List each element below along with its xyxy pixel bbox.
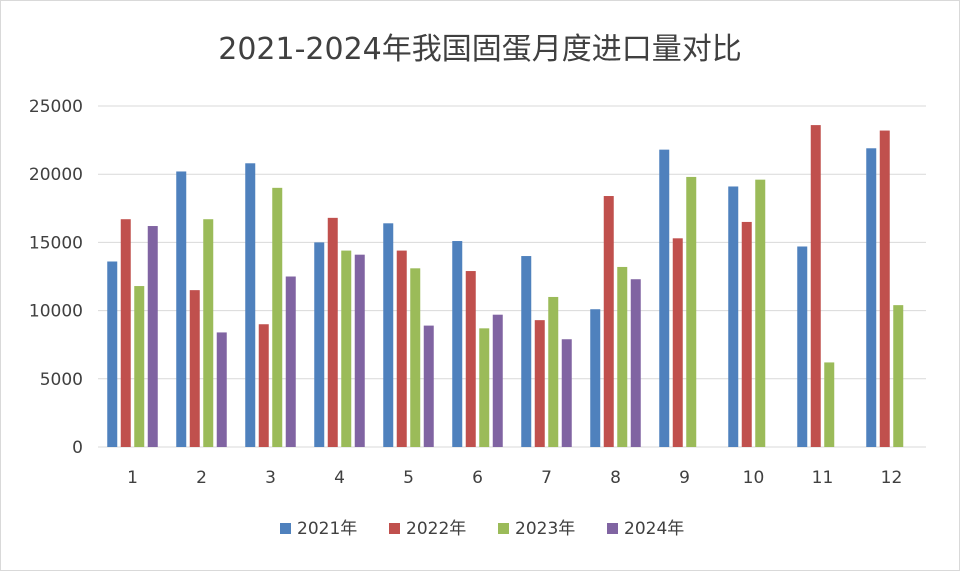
- legend-label: 2022年: [406, 519, 466, 539]
- bar-2023-m9: [686, 176, 697, 448]
- bar-2023-m12: [893, 305, 904, 447]
- bar-2022-m12: [879, 130, 890, 447]
- x-tick-label: 5: [403, 468, 414, 488]
- bar-2024-m1: [147, 226, 158, 447]
- legend-swatch: [389, 523, 400, 534]
- bar-2021-m6: [452, 241, 463, 447]
- bar-2023-m10: [755, 179, 766, 447]
- x-tick-label: 1: [127, 468, 138, 488]
- bar-2023-m6: [479, 328, 490, 447]
- bar-2022-m3: [258, 324, 269, 447]
- chart-title: 2021-2024年我国固蛋月度进口量对比: [218, 32, 742, 67]
- bar-2021-m1: [107, 261, 118, 447]
- y-tick-label: 25000: [29, 97, 83, 117]
- bar-2023-m11: [824, 362, 835, 447]
- y-tick-label: 15000: [29, 233, 83, 253]
- bar-2024-m3: [285, 276, 296, 447]
- bar-2022-m10: [741, 221, 752, 447]
- bar-2024-m2: [216, 332, 227, 447]
- bar-2023-m4: [341, 250, 352, 447]
- bar-2024-m4: [354, 254, 365, 447]
- x-tick-label: 2: [196, 468, 207, 488]
- bar-2023-m7: [548, 296, 559, 447]
- bar-2022-m2: [189, 290, 200, 447]
- y-tick-label: 0: [72, 438, 83, 458]
- x-tick-label: 12: [881, 468, 903, 488]
- bar-2023-m3: [272, 187, 283, 447]
- legend-label: 2023年: [515, 519, 575, 539]
- bar-2022-m5: [396, 250, 407, 447]
- y-axis-ticks: 0 5000 10000 15000 20000 25000: [29, 97, 83, 458]
- bar-2021-m3: [245, 163, 256, 447]
- bar-2022-m7: [534, 320, 545, 447]
- bar-2021-m8: [590, 309, 601, 447]
- bar-2024-m5: [423, 325, 434, 447]
- legend-swatch: [280, 523, 291, 534]
- legend-swatch: [607, 523, 618, 534]
- x-tick-label: 11: [812, 468, 834, 488]
- bar-2021-m9: [659, 149, 670, 447]
- bar-2021-m10: [728, 186, 739, 447]
- legend-label: 2024年: [624, 519, 684, 539]
- bar-2021-m5: [383, 223, 394, 447]
- x-tick-label: 7: [541, 468, 552, 488]
- bar-2022-m11: [810, 125, 821, 447]
- x-tick-label: 10: [743, 468, 765, 488]
- bars: [107, 125, 904, 448]
- bar-2021-m7: [521, 256, 532, 447]
- x-tick-label: 9: [679, 468, 690, 488]
- bar-2022-m6: [465, 271, 476, 447]
- y-tick-label: 20000: [29, 165, 83, 185]
- y-tick-label: 10000: [29, 302, 83, 322]
- x-tick-label: 3: [265, 468, 276, 488]
- bar-2022-m8: [603, 196, 614, 447]
- bar-2021-m11: [797, 246, 808, 447]
- bar-2023-m5: [410, 268, 421, 447]
- bar-2021-m4: [314, 242, 325, 447]
- bar-2024-m7: [561, 339, 572, 447]
- x-tick-label: 6: [472, 468, 483, 488]
- x-axis-ticks: 1 2 3 4 5 6 7 8 9 10 11 12: [127, 468, 902, 488]
- bar-2022-m4: [327, 217, 338, 447]
- bar-2022-m9: [672, 238, 683, 447]
- legend-swatch: [498, 523, 509, 534]
- legend: 2021年 2022年 2023年 2024年: [280, 519, 684, 539]
- x-tick-label: 4: [334, 468, 345, 488]
- legend-label: 2021年: [297, 519, 357, 539]
- bar-2021-m12: [866, 148, 877, 447]
- bar-2021-m2: [176, 171, 187, 448]
- bar-2023-m8: [617, 266, 628, 447]
- bar-2022-m1: [120, 219, 131, 447]
- y-tick-label: 5000: [40, 370, 83, 390]
- bar-2024-m6: [492, 314, 503, 447]
- gridlines: [98, 105, 926, 448]
- bar-2023-m2: [203, 219, 214, 447]
- bar-2024-m8: [630, 279, 641, 447]
- bar-2023-m1: [134, 286, 145, 447]
- x-tick-label: 8: [610, 468, 621, 488]
